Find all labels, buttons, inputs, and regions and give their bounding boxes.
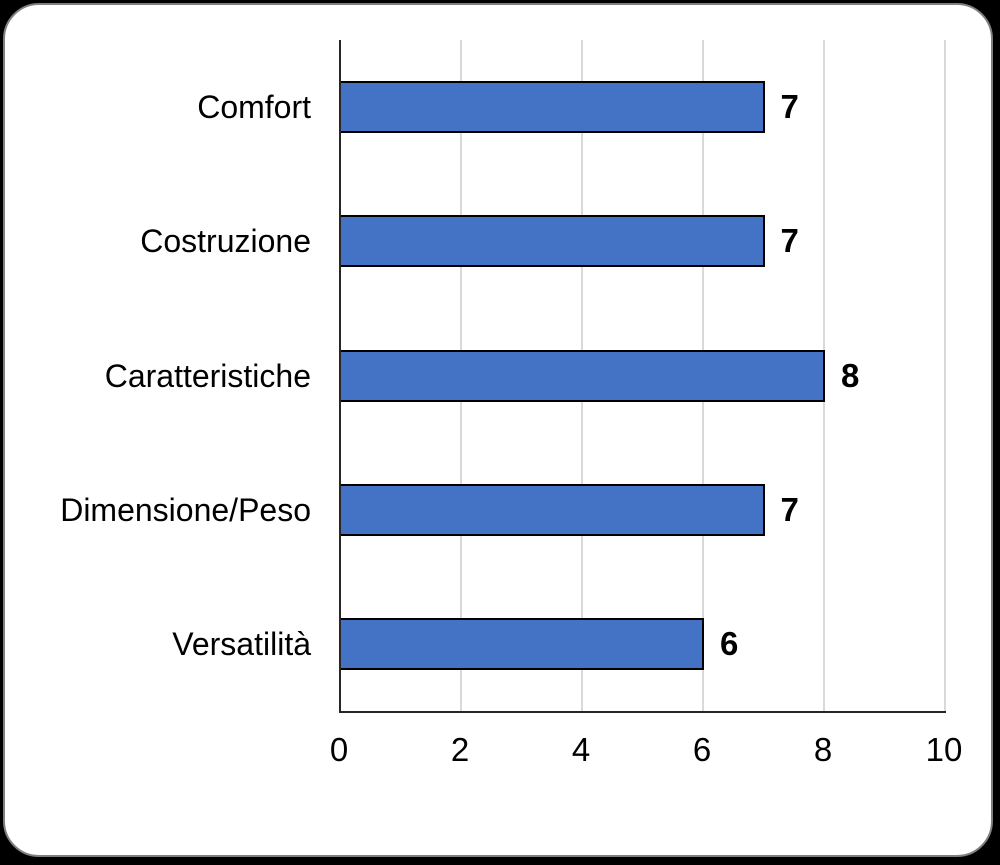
x-tick-label-0: 0 xyxy=(329,731,349,768)
category-label-dimensione-peso: Dimensione/Peso xyxy=(60,491,311,528)
bar-value-label-versatilita: 6 xyxy=(720,624,739,662)
bar-value-label-costruzione: 7 xyxy=(780,222,799,260)
x-tick-label-6: 6 xyxy=(692,731,712,768)
bar-versatilita xyxy=(339,617,704,670)
bar-value-label-caratteristiche: 8 xyxy=(841,356,860,394)
category-label-caratteristiche: Caratteristiche xyxy=(104,357,311,394)
category-label-versatilita: Versatilità xyxy=(172,625,311,662)
chart-card: Comfort 7 Costruzione 7 Caratteristiche 8 Dime… xyxy=(3,3,993,857)
gridline-x-10 xyxy=(944,40,946,711)
bar-dimensione-peso xyxy=(339,483,765,536)
x-axis-line xyxy=(339,711,946,713)
bar-value-label-dimensione-peso: 7 xyxy=(780,490,799,528)
y-axis-line xyxy=(339,40,341,713)
bar-value-label-comfort: 7 xyxy=(780,88,799,126)
bar-comfort xyxy=(339,81,765,134)
category-label-comfort: Comfort xyxy=(197,89,311,126)
category-label-costruzione: Costruzione xyxy=(140,223,311,260)
label-layer: Comfort 7 Costruzione 7 Caratteristiche 8 Dime… xyxy=(5,5,991,855)
axis-layer xyxy=(5,5,991,855)
x-tick-label-8: 8 xyxy=(813,731,833,768)
x-tick-label-10: 10 xyxy=(925,731,963,768)
x-tick-label-4: 4 xyxy=(571,731,591,768)
bar-series-layer xyxy=(5,5,991,855)
bar-caratteristiche xyxy=(339,349,825,402)
x-tick-label-2: 2 xyxy=(450,731,470,768)
